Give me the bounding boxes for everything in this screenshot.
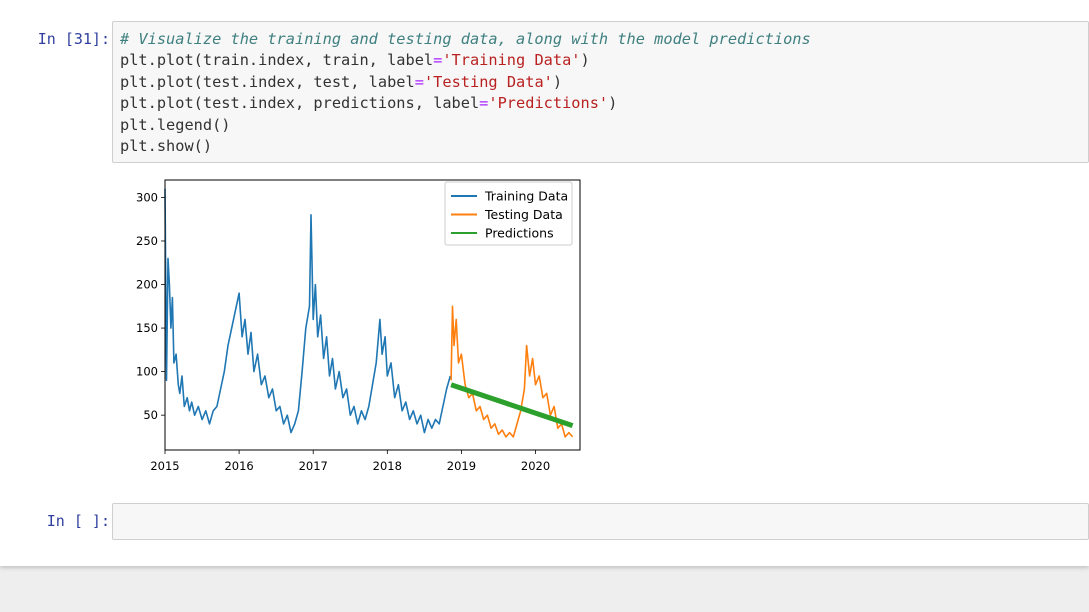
series-layer xyxy=(164,188,574,438)
legend-box xyxy=(444,181,573,246)
code-token: ) xyxy=(608,94,618,113)
series-line-testing-data xyxy=(450,305,574,438)
x-tick-label: 2015 xyxy=(150,459,179,473)
legend-label: Training Data xyxy=(484,189,568,204)
legend-label: Testing Data xyxy=(484,207,563,222)
x-axis: 2015 2016 2017 2018 2019 2020 xyxy=(150,450,550,473)
code-line: # Visualize the training and testing dat… xyxy=(120,29,1088,50)
legend-label: Predictions xyxy=(485,226,554,241)
code-token: plt.plot(test.index, test, label xyxy=(120,72,415,91)
cell-prompt-empty: In [ ]: xyxy=(46,512,110,530)
y-axis: 50 100 150 200 250 300 xyxy=(136,190,165,422)
code-token: 'Predictions' xyxy=(488,94,609,113)
x-tick-label: 2018 xyxy=(373,459,402,473)
code-token: plt.show() xyxy=(120,136,213,155)
code-token: plt.plot(train.index, train, label xyxy=(120,51,434,70)
code-token: = xyxy=(433,51,443,70)
y-tick-label: 250 xyxy=(136,234,158,248)
y-tick-label: 50 xyxy=(143,408,158,422)
x-tick-label: 2019 xyxy=(447,459,476,473)
matplotlib-chart: 2015 2016 2017 2018 2019 2020 50 100 150 200 250 3… xyxy=(136,179,581,473)
legend: Training Data Testing Data Predictions xyxy=(444,181,573,246)
x-tick-label: 2017 xyxy=(299,459,328,473)
series-line-predictions xyxy=(450,382,574,428)
y-tick-label: 300 xyxy=(136,190,158,204)
code-token: plt.plot(test.index, predictions, label xyxy=(120,94,480,113)
code-token: = xyxy=(479,94,489,113)
code-token: = xyxy=(414,72,424,91)
code-token: plt.legend() xyxy=(120,115,231,134)
y-tick-label: 100 xyxy=(136,365,158,379)
code-cell-input[interactable]: # Visualize the training and testing dat… xyxy=(112,21,1089,163)
code-line: plt.show() xyxy=(120,136,1088,157)
cell-prompt: In [31]: xyxy=(37,30,110,48)
code-line: plt.plot(test.index, test, label='Testin… xyxy=(120,72,1088,93)
code-token: 'Testing Data' xyxy=(423,72,553,91)
y-tick-label: 150 xyxy=(136,321,158,335)
code-token: ) xyxy=(552,72,563,91)
code-token: ) xyxy=(580,51,590,70)
code-line: plt.plot(train.index, train, label='Trai… xyxy=(120,50,1088,71)
empty-code-cell-input[interactable] xyxy=(112,503,1089,540)
code-line: plt.plot(test.index, predictions, label=… xyxy=(120,93,1088,114)
notebook-container: In [31]: # Visualize the training and te… xyxy=(0,0,1089,566)
x-tick-label: 2020 xyxy=(521,459,550,473)
x-tick-label: 2016 xyxy=(224,459,253,473)
code-token: 'Training Data' xyxy=(442,51,581,70)
series-line-training-data xyxy=(164,188,452,434)
code-token: # Visualize the training and testing dat… xyxy=(120,30,811,48)
y-tick-label: 200 xyxy=(136,278,158,292)
code-line: plt.legend() xyxy=(120,115,1088,136)
plot-frame xyxy=(164,179,581,451)
